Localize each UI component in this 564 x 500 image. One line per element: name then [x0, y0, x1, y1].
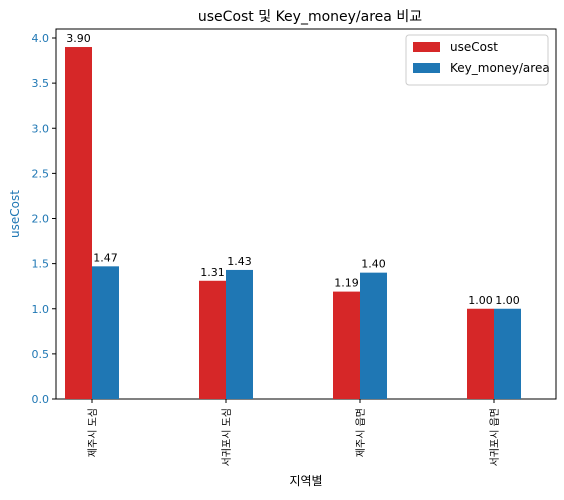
legend-box: [405, 34, 549, 86]
x-tick-label: 서귀포시 도심: [221, 408, 233, 466]
y-tick-label: 2.0: [32, 213, 50, 226]
y-tick-label: 2.5: [32, 167, 50, 180]
data-label: 1.47: [93, 251, 118, 264]
bar-usecost-2: [333, 291, 360, 399]
y-tick-label: 3.5: [32, 77, 50, 90]
y-tick-label: 1.0: [32, 303, 50, 316]
bar-key-money-area-3: [494, 308, 521, 399]
x-tick-label: 제주시 도심: [87, 408, 99, 457]
legend-label: Key_money/area: [450, 61, 550, 75]
data-label: 1.31: [200, 266, 225, 279]
bar-key-money-area-0: [92, 266, 119, 399]
plot-frame: [55, 28, 557, 400]
legend-label: useCost: [450, 40, 498, 54]
y-tick-label: 0.5: [32, 348, 50, 361]
bar-usecost-0: [65, 47, 92, 400]
data-label: 1.00: [468, 294, 493, 307]
bar-usecost-3: [467, 308, 494, 399]
bar-key-money-area-2: [360, 272, 387, 399]
bars-layer: 3.90 1.47 1.311.43 1.191.40 1.00 1.00: [65, 32, 521, 400]
y-tick-label: 4.0: [32, 32, 50, 45]
data-label: 3.90: [66, 32, 91, 45]
x-axis: 제주시 도심 서귀포시 도심 제주시 읍면 서귀포시 읍면: [87, 399, 501, 466]
x-axis-label: 지역별: [289, 474, 322, 488]
y-axis-label: useCost: [8, 190, 22, 238]
bar-key-money-area-1: [226, 269, 253, 399]
data-label: 1.40: [361, 258, 386, 271]
legend: useCost Key_money/area: [405, 34, 550, 86]
y-tick-label: 0.0: [32, 393, 50, 406]
data-label: 1.19: [334, 277, 359, 290]
y-axis: 0.0 0.5 1.0 1.5 2.0 2.5 3.0 3.5 4.0: [32, 32, 56, 406]
chart-title: useCost 및 Key_money/area 비교: [198, 9, 422, 25]
data-label: 1.00: [495, 294, 520, 307]
y-tick-label: 1.5: [32, 258, 50, 271]
legend-swatch: [413, 63, 440, 73]
x-tick-label: 서귀포시 읍면: [489, 408, 501, 466]
legend-swatch: [413, 42, 440, 52]
y-tick-label: 3.0: [32, 122, 50, 135]
x-tick-label: 제주시 읍면: [355, 408, 367, 457]
data-label: 1.43: [227, 255, 252, 268]
bar-usecost-1: [199, 280, 226, 399]
